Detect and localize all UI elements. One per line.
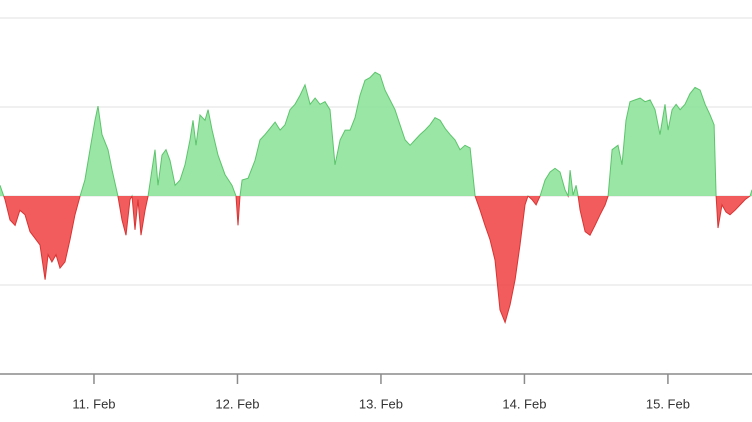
area-line	[0, 71, 752, 324]
x-tick-label: 11. Feb	[72, 396, 115, 411]
area	[0, 72, 752, 323]
x-tick-label: 14. Feb	[502, 396, 546, 411]
x-tick-label: 13. Feb	[359, 396, 403, 411]
x-tick-label: 12. Feb	[215, 396, 259, 411]
x-tick-label: 15. Feb	[646, 396, 690, 411]
